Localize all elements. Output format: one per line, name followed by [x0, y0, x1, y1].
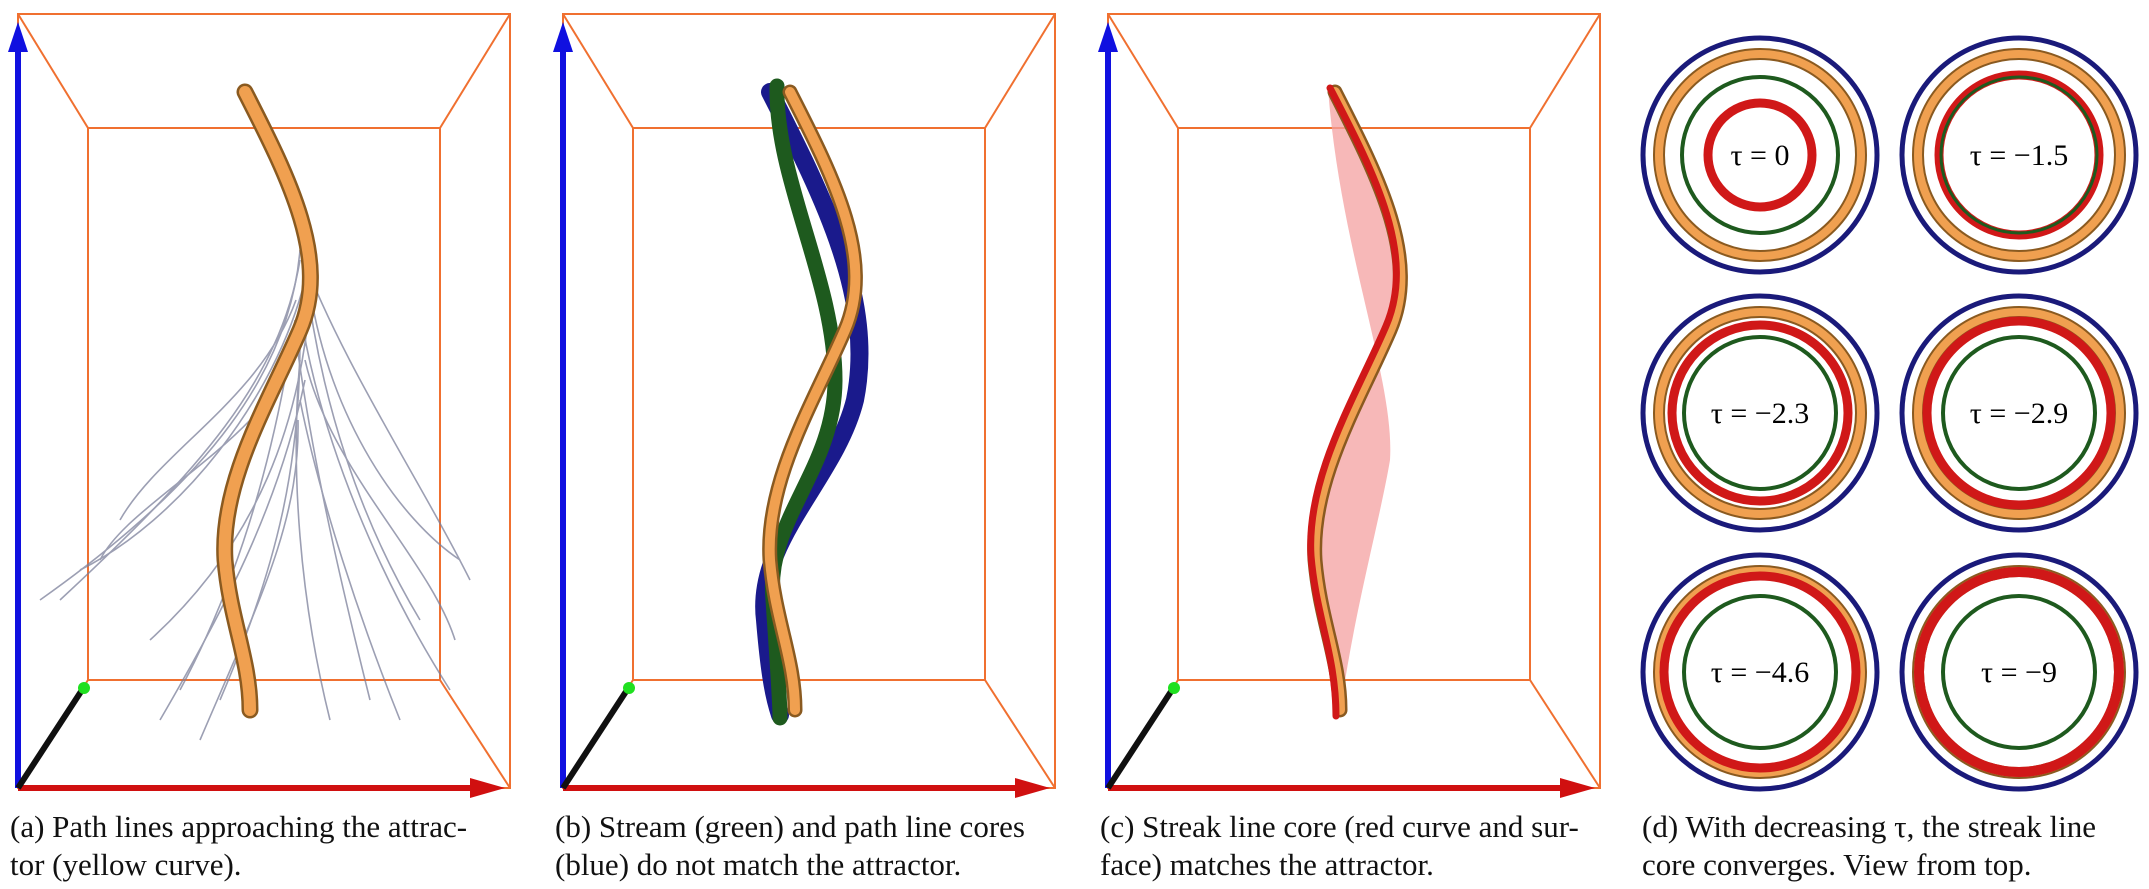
panel-a-plot	[8, 13, 511, 798]
caption-d-line-2: core converges. View from top.	[1642, 847, 2032, 882]
panel-d: τ = 0 τ = −1.5 τ = −2.3 τ = −2.9	[1630, 0, 2149, 882]
caption-b-line-1: (b) Stream (green) and path line cores	[555, 809, 1025, 844]
caption-a-line-2: tor (yellow curve).	[10, 847, 242, 882]
path-line-core	[755, 83, 869, 724]
tau-label: τ = −4.6	[1711, 656, 1809, 689]
caption-d: (d) With decreasing τ, the streak line c…	[1642, 808, 2096, 884]
axes	[8, 22, 505, 798]
axes	[553, 22, 1050, 798]
caption-c-line-2: face) matches the attractor.	[1100, 847, 1434, 882]
tau-label: τ = −2.9	[1970, 397, 2068, 430]
panel-d-top-views: τ = 0 τ = −1.5 τ = −2.3 τ = −2.9	[1640, 35, 2139, 792]
caption-b: (b) Stream (green) and path line cores (…	[555, 808, 1025, 884]
top-view-tau-5: τ = −9	[1899, 552, 2139, 792]
top-view-tau-4: τ = −4.6	[1640, 552, 1880, 792]
caption-c: (c) Streak line core (red curve and sur-…	[1100, 808, 1579, 884]
panel-a: (a) Path lines approaching the attrac- t…	[0, 0, 520, 882]
axes	[1098, 22, 1595, 798]
caption-a-line-1: (a) Path lines approaching the attrac-	[10, 809, 468, 844]
top-view-tau-3: τ = −2.9	[1899, 293, 2139, 533]
top-view-tau-0: τ = 0	[1640, 35, 1880, 275]
panel-c-plot	[1098, 13, 1601, 798]
panel-b-plot	[553, 13, 1056, 798]
streak-line-core	[1307, 84, 1400, 720]
stream-line-core	[764, 78, 843, 726]
panel-c: (c) Streak line core (red curve and sur-…	[1090, 0, 1610, 882]
top-view-tau-1: τ = −1.5	[1899, 35, 2139, 275]
caption-c-line-1: (c) Streak line core (red curve and sur-	[1100, 809, 1579, 844]
top-view-tau-2: τ = −2.3	[1640, 293, 1880, 533]
panel-b: (b) Stream (green) and path line cores (…	[545, 0, 1065, 882]
caption-d-line-1: (d) With decreasing τ, the streak line	[1642, 809, 2096, 844]
caption-b-line-2: (blue) do not match the attractor.	[555, 847, 962, 882]
path-lines	[39, 249, 471, 741]
tau-label: τ = −9	[1981, 656, 2057, 689]
tau-label: τ = 0	[1731, 139, 1790, 172]
tau-label: τ = −1.5	[1970, 139, 2068, 172]
tau-label: τ = −2.3	[1711, 397, 1809, 430]
caption-a: (a) Path lines approaching the attrac- t…	[10, 808, 467, 884]
